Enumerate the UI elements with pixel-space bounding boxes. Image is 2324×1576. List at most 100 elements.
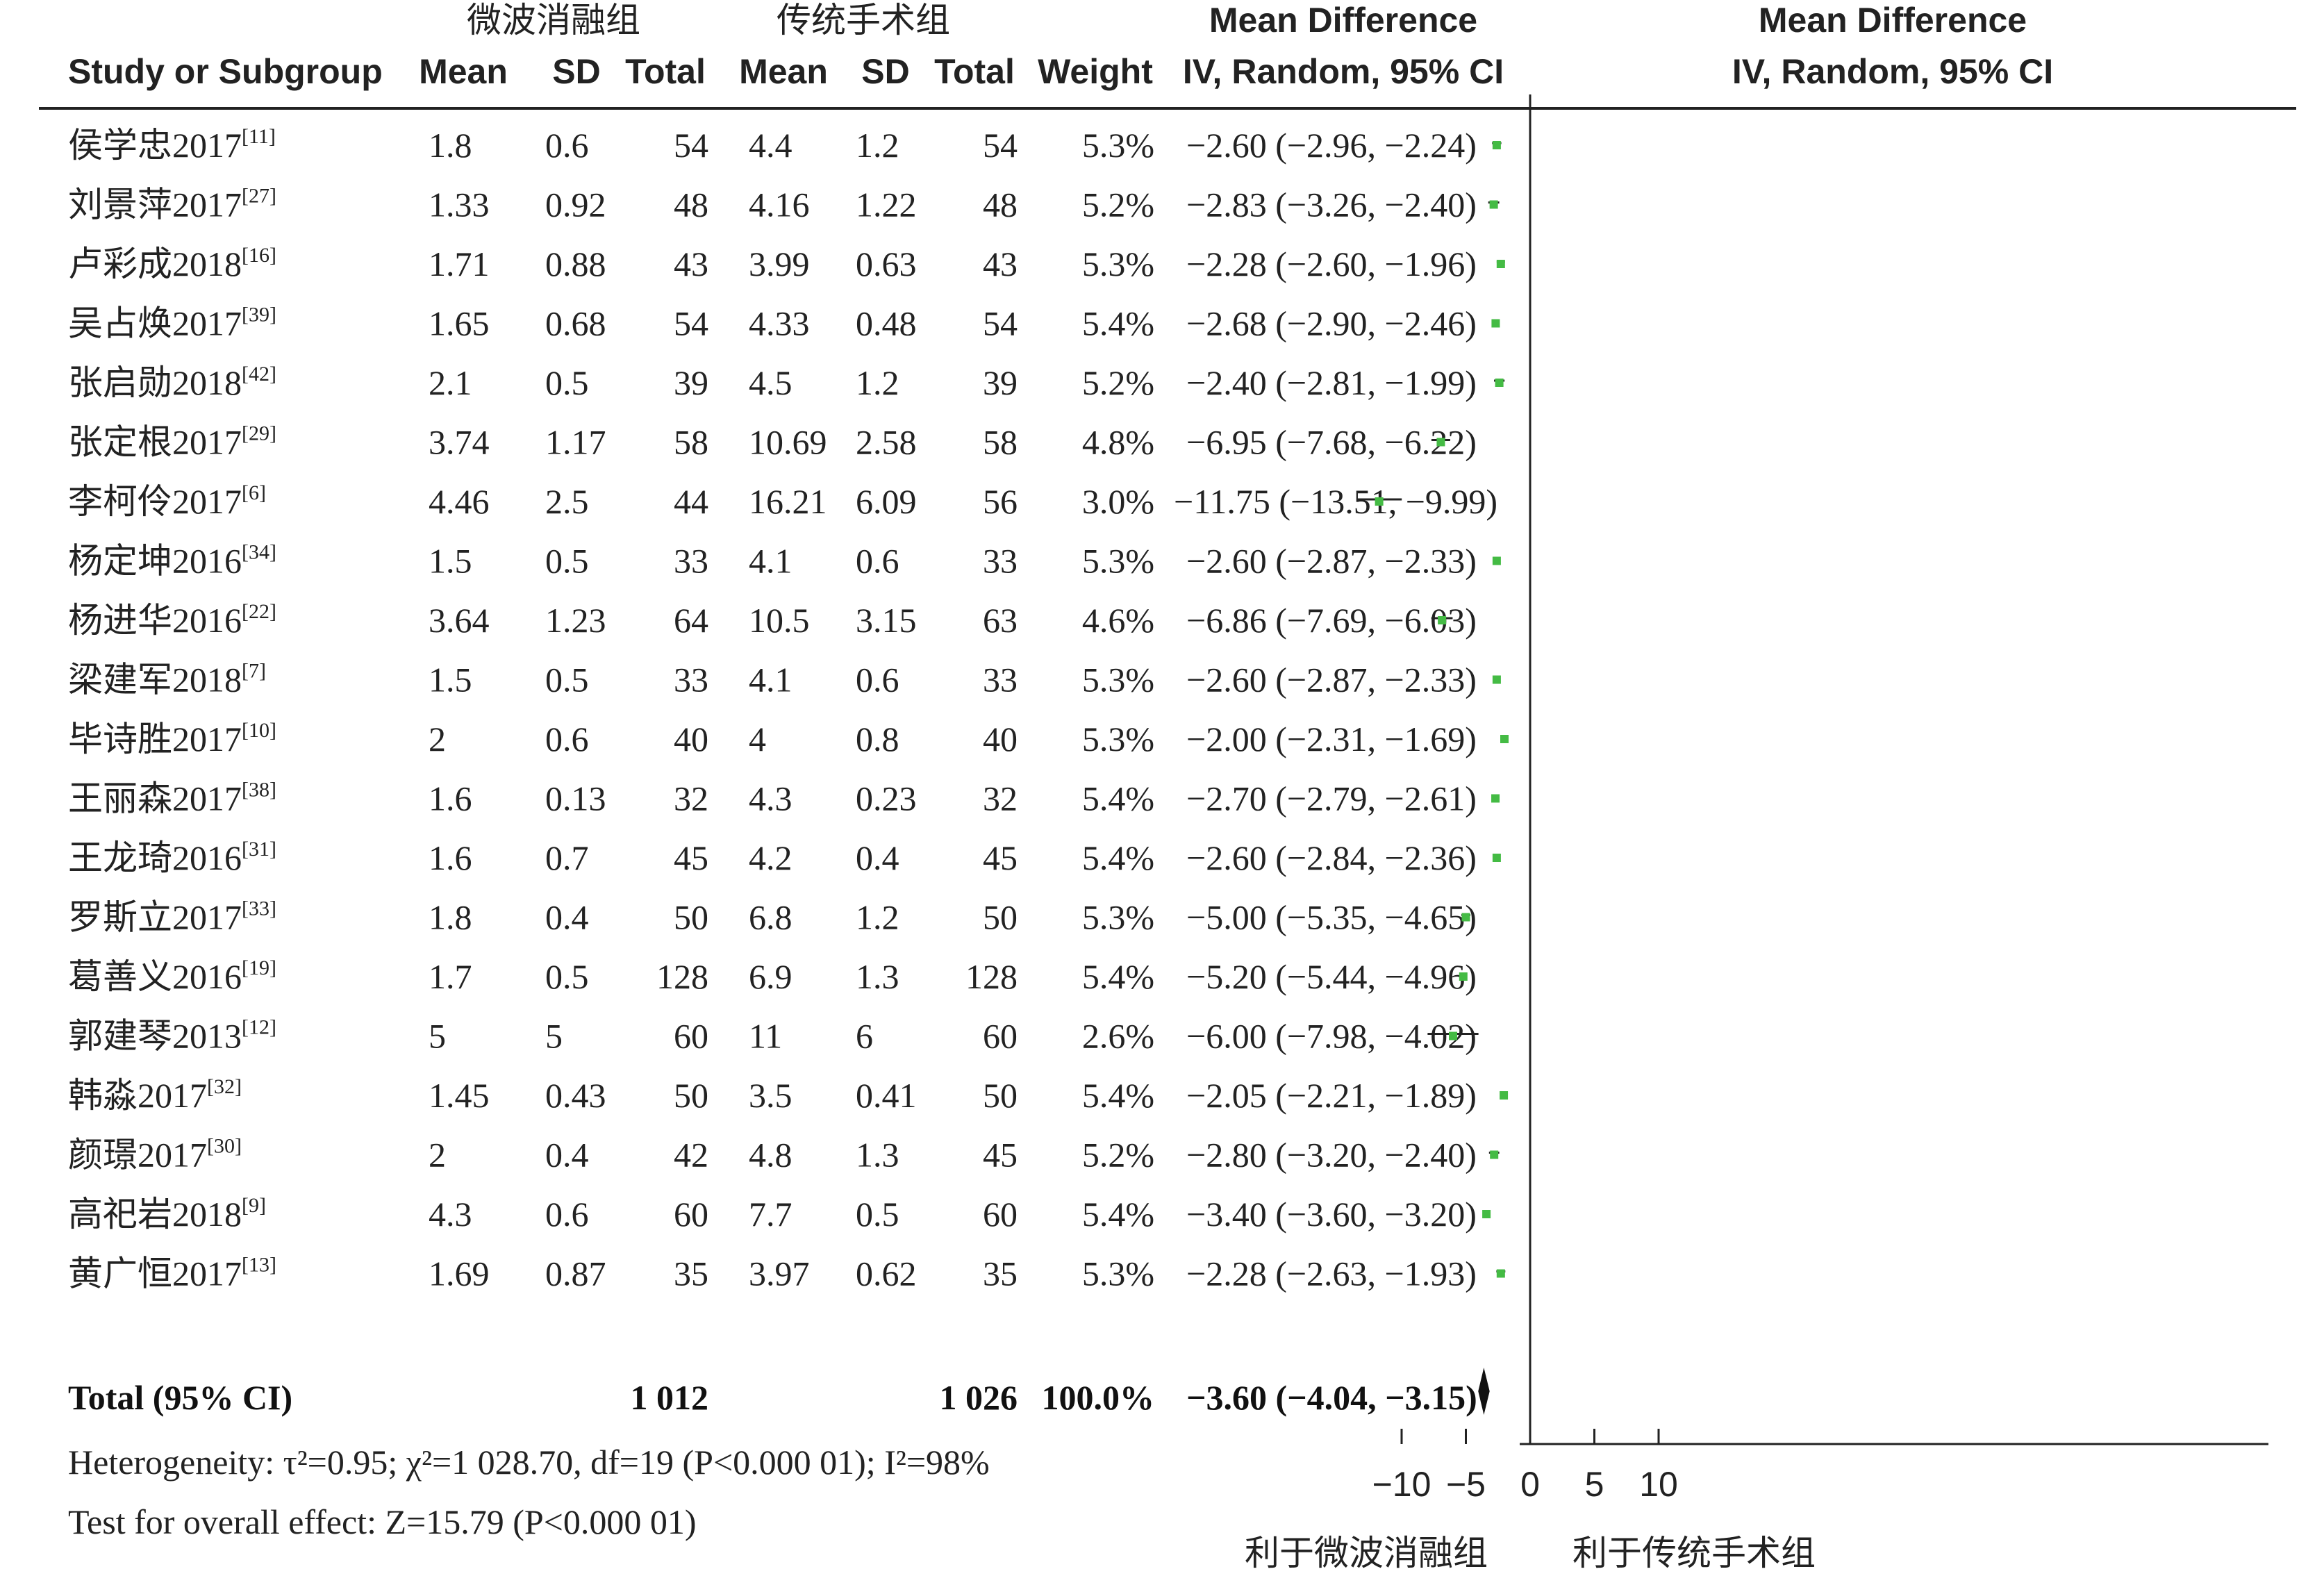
- cell-m1: 5: [429, 1017, 446, 1056]
- study-name: 杨定坤2016[34]: [68, 541, 276, 581]
- cell-n2: 33: [983, 661, 1018, 699]
- table-row: 王龙琦2016[31] 1.6 0.7 45 4.2 0.4 45 5.4% −2.60 (−2…: [68, 838, 1477, 877]
- point-estimate: [1459, 972, 1468, 981]
- cell-sd2: 0.23: [856, 779, 917, 818]
- point-estimate: [1495, 379, 1504, 387]
- cell-weight: 4.8%: [1082, 423, 1154, 462]
- point-estimate: [1491, 794, 1500, 803]
- cell-sd2: 1.2: [856, 126, 899, 165]
- cell-sd1: 0.88: [545, 244, 606, 283]
- table-row: 郭建琴2013[12] 5 5 60 11 6 60 2.6% −6.00 (−7.98, −4…: [68, 1016, 1477, 1056]
- cell-ci: −3.40 (−3.60, −3.20): [1186, 1195, 1477, 1234]
- cell-n1: 58: [674, 423, 708, 462]
- study-name: 张定根2017[29]: [68, 422, 276, 462]
- cell-m1: 3.64: [429, 601, 490, 640]
- group1-sd-header: SD: [552, 52, 600, 91]
- cell-weight: 5.3%: [1082, 661, 1154, 699]
- cell-ci: −6.00 (−7.98, −4.02): [1186, 1017, 1477, 1056]
- cell-weight: 5.4%: [1082, 1076, 1154, 1115]
- cell-sd1: 0.7: [545, 838, 589, 877]
- study-reference: [19]: [242, 956, 276, 979]
- cell-m1: 1.5: [429, 661, 472, 699]
- cell-m2: 10.69: [749, 423, 827, 462]
- point-estimate: [1491, 319, 1500, 328]
- cell-m1: 1.69: [429, 1254, 490, 1293]
- cell-m1: 1.5: [429, 542, 472, 581]
- total-label: Total (95% CI): [68, 1378, 292, 1417]
- cell-m2: 3.99: [749, 244, 810, 283]
- cell-n1: 42: [674, 1136, 708, 1175]
- cell-ci: −2.60 (−2.96, −2.24): [1186, 126, 1477, 165]
- study-reference: [10]: [242, 719, 276, 742]
- cell-n2: 54: [983, 304, 1018, 343]
- cell-sd2: 6.09: [856, 482, 917, 521]
- total-ci: −3.60 (−4.04, −3.15): [1186, 1378, 1477, 1417]
- study-reference: [12]: [242, 1016, 276, 1039]
- cell-n1: 35: [674, 1254, 708, 1293]
- cell-sd1: 0.92: [545, 185, 606, 224]
- cell-n2: 35: [983, 1254, 1018, 1293]
- point-estimate: [1492, 556, 1501, 565]
- cell-sd2: 3.15: [856, 601, 917, 640]
- point-estimate: [1461, 913, 1470, 922]
- cell-m2: 16.21: [749, 482, 827, 521]
- study-name: 葛善义2016[19]: [68, 956, 276, 996]
- cell-weight: 5.2%: [1082, 363, 1154, 402]
- table-row: 侯学忠2017[11] 1.8 0.6 54 4.4 1.2 54 5.3% −2.60 (−2…: [68, 125, 1477, 165]
- table-row: 王丽森2017[38] 1.6 0.13 32 4.3 0.23 32 5.4% −2.70 (…: [68, 779, 1477, 818]
- cell-n1: 33: [674, 542, 708, 581]
- cell-n1: 64: [674, 601, 708, 640]
- cell-n1: 43: [674, 244, 708, 283]
- cell-n2: 50: [983, 898, 1018, 937]
- study-name: 韩淼2017[32]: [68, 1075, 242, 1115]
- cell-ci: −2.28 (−2.60, −1.96): [1186, 244, 1477, 283]
- cell-n1: 39: [674, 363, 708, 402]
- group1-mean-header: Mean: [419, 52, 508, 91]
- point-estimate: [1436, 438, 1445, 447]
- table-row: 罗斯立2017[33] 1.8 0.4 50 6.8 1.2 50 5.3% −5.00 (−5…: [68, 897, 1477, 937]
- forest-plot-area: −10 −5 0 5 10 利于微波消融组 利于传统手术组: [1245, 94, 2268, 1573]
- cell-n2: 45: [983, 1136, 1018, 1175]
- table-row: 杨定坤2016[34] 1.5 0.5 33 4.1 0.6 33 5.3% −2.60 (−2…: [68, 541, 1477, 581]
- cell-sd2: 0.41: [856, 1076, 917, 1115]
- cell-weight: 5.4%: [1082, 304, 1154, 343]
- cell-m2: 7.7: [749, 1195, 792, 1234]
- cell-sd1: 0.4: [545, 898, 589, 937]
- cell-m2: 4.33: [749, 304, 810, 343]
- study-reference: [39]: [242, 304, 276, 326]
- cell-n1: 40: [674, 720, 708, 758]
- table-row: 杨进华2016[22] 3.64 1.23 64 10.5 3.15 63 4.6% −6.86…: [68, 600, 1477, 640]
- cell-n2: 56: [983, 482, 1018, 521]
- cell-ci: −5.20 (−5.44, −4.96): [1186, 957, 1477, 996]
- cell-weight: 5.2%: [1082, 185, 1154, 224]
- cell-weight: 4.6%: [1082, 601, 1154, 640]
- cell-sd2: 0.6: [856, 661, 899, 699]
- cell-ci: −2.05 (−2.21, −1.89): [1186, 1076, 1477, 1115]
- cell-m2: 4.8: [749, 1136, 792, 1175]
- cell-m1: 2.1: [429, 363, 472, 402]
- cell-n2: 32: [983, 779, 1018, 818]
- table-row: 张启勋2018[42] 2.1 0.5 39 4.5 1.2 39 5.2% −2.40 (−2…: [68, 363, 1477, 402]
- cell-n1: 50: [674, 898, 708, 937]
- plot-header-line2: IV, Random, 95% CI: [1732, 52, 2053, 91]
- study-reference: [33]: [242, 897, 276, 920]
- point-estimate: [1492, 141, 1501, 149]
- cell-n2: 45: [983, 838, 1018, 877]
- cell-sd1: 2.5: [545, 482, 589, 521]
- cell-n2: 48: [983, 185, 1018, 224]
- cell-weight: 5.3%: [1082, 1254, 1154, 1293]
- cell-n1: 128: [656, 957, 708, 996]
- cell-m1: 1.6: [429, 779, 472, 818]
- study-name: 刘景萍2017[27]: [68, 185, 276, 224]
- study-reference: [13]: [242, 1254, 276, 1277]
- cell-ci: −2.60 (−2.87, −2.33): [1186, 661, 1477, 699]
- table-row: 梁建军2018[7] 1.5 0.5 33 4.1 0.6 33 5.3% −2.60 (−2.…: [68, 660, 1477, 699]
- cell-sd2: 0.5: [856, 1195, 899, 1234]
- cell-n1: 48: [674, 185, 708, 224]
- study-reference: [42]: [242, 363, 276, 385]
- cell-m1: 4.3: [429, 1195, 472, 1234]
- cell-sd1: 1.23: [545, 601, 606, 640]
- cell-m1: 1.8: [429, 126, 472, 165]
- group2-total-header: Total: [934, 52, 1015, 91]
